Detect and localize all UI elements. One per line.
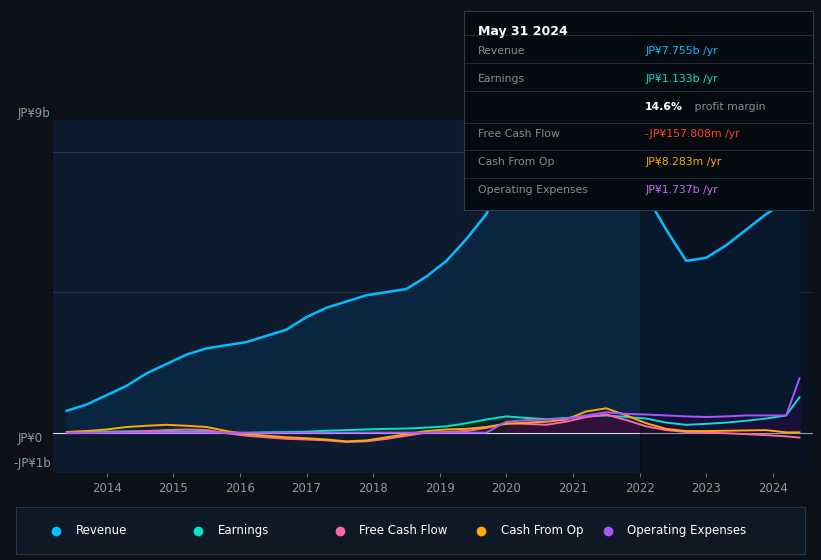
Text: Free Cash Flow: Free Cash Flow [360, 524, 447, 537]
Text: Revenue: Revenue [478, 46, 525, 56]
Text: 14.6%: 14.6% [645, 101, 683, 111]
Text: JP¥1.133b /yr: JP¥1.133b /yr [645, 74, 718, 84]
Text: Cash From Op: Cash From Op [478, 157, 554, 167]
Text: Operating Expenses: Operating Expenses [478, 185, 588, 195]
Text: Cash From Op: Cash From Op [501, 524, 584, 537]
Text: -JP¥1b: -JP¥1b [13, 458, 51, 470]
Text: JP¥1.737b /yr: JP¥1.737b /yr [645, 185, 718, 195]
Text: Operating Expenses: Operating Expenses [627, 524, 746, 537]
Text: JP¥7.755b /yr: JP¥7.755b /yr [645, 46, 718, 56]
Text: Earnings: Earnings [218, 524, 268, 537]
Text: JP¥0: JP¥0 [18, 432, 44, 445]
Text: Earnings: Earnings [478, 74, 525, 84]
Text: JP¥9b: JP¥9b [18, 108, 51, 120]
Bar [640, 120, 813, 473]
Text: profit margin: profit margin [690, 101, 765, 111]
Text: Revenue: Revenue [76, 524, 127, 537]
Text: JP¥8.283m /yr: JP¥8.283m /yr [645, 157, 722, 167]
Text: May 31 2024: May 31 2024 [478, 25, 567, 38]
Text: Free Cash Flow: Free Cash Flow [478, 129, 560, 139]
Text: -JP¥157.808m /yr: -JP¥157.808m /yr [645, 129, 740, 139]
